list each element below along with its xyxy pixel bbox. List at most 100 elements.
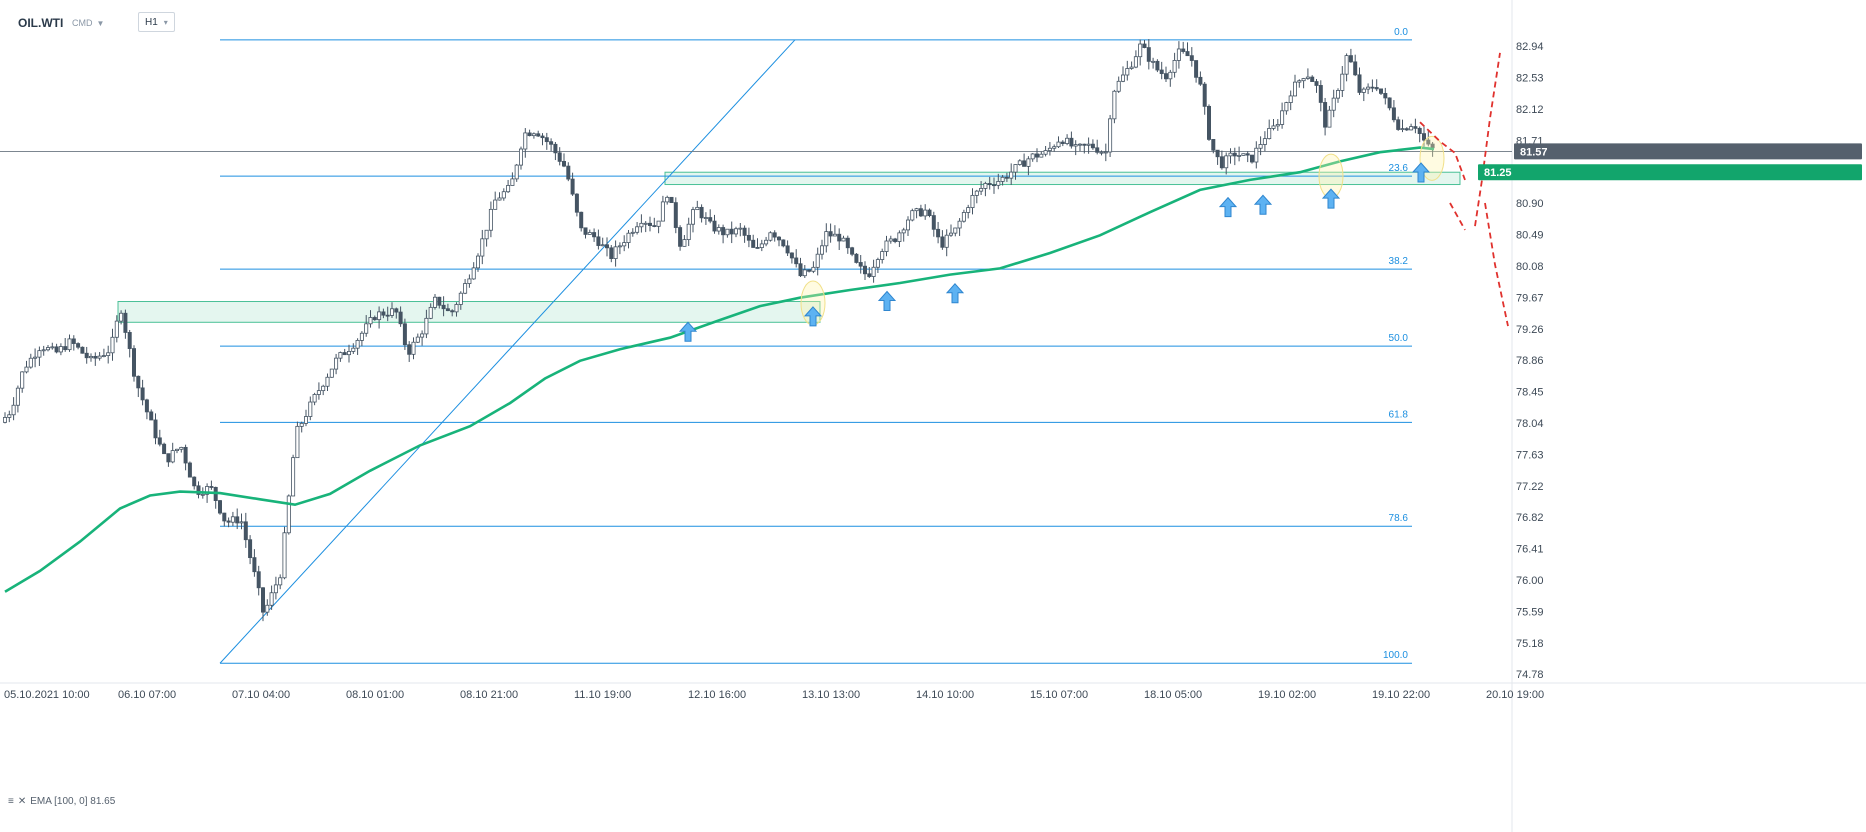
candle-body — [888, 238, 893, 242]
candle-body — [811, 266, 816, 272]
candle-body — [768, 232, 773, 241]
y-tick-label: 75.59 — [1516, 607, 1544, 619]
candle-body — [424, 317, 429, 335]
candle-body — [1374, 87, 1379, 90]
candle-body — [1215, 149, 1220, 158]
candle-body — [544, 137, 549, 143]
candle-body — [643, 222, 648, 225]
candle — [1086, 137, 1091, 154]
candle — [527, 129, 532, 137]
candle-body — [1391, 107, 1396, 121]
candle-body — [157, 437, 162, 445]
candle-body — [467, 278, 472, 284]
candle — [222, 512, 227, 527]
candle — [291, 454, 296, 497]
candle — [50, 342, 55, 350]
candle-body — [716, 227, 721, 232]
candle-body — [321, 385, 326, 392]
candle — [880, 248, 885, 264]
candle — [213, 486, 218, 509]
candle — [1069, 131, 1074, 149]
candle-body — [1353, 61, 1358, 76]
candle-body — [385, 314, 390, 317]
candle — [906, 216, 911, 236]
candle — [540, 133, 545, 146]
candle — [850, 246, 855, 257]
candle — [828, 223, 833, 243]
x-tick-label: 12.10 16:00 — [688, 689, 746, 701]
candle — [243, 512, 248, 548]
candle-body — [286, 495, 291, 534]
candle-body — [243, 521, 248, 541]
candle-body — [648, 222, 653, 226]
candle-body — [183, 446, 188, 464]
candle — [450, 309, 455, 317]
candle — [1288, 90, 1293, 111]
candle-body — [746, 234, 751, 241]
candle-body — [1288, 95, 1293, 103]
candle-body — [660, 201, 665, 222]
candle — [411, 337, 416, 360]
candle — [811, 261, 816, 274]
candle — [157, 429, 162, 447]
instrument-type-selector[interactable]: CMD ▼ — [72, 14, 104, 32]
candle-body — [364, 323, 369, 334]
candle-body — [174, 448, 179, 451]
candle-body — [1164, 73, 1169, 80]
up-arrow-icon — [803, 306, 823, 327]
candle-body — [880, 251, 885, 260]
candle — [1211, 139, 1216, 154]
candle — [174, 448, 179, 454]
candle — [613, 240, 618, 267]
candle — [402, 318, 407, 350]
candle-body — [918, 208, 923, 217]
up-arrow-icon — [945, 283, 965, 304]
candle-body — [1426, 139, 1431, 145]
candle-body — [131, 348, 136, 377]
candle-body — [858, 262, 863, 267]
candle — [583, 227, 588, 239]
candle-body — [557, 152, 562, 162]
y-tick-label: 76.82 — [1516, 512, 1544, 524]
candle-body — [1327, 109, 1332, 128]
candle — [867, 267, 872, 279]
candle-body — [398, 311, 403, 325]
candle-body — [437, 296, 442, 306]
candle — [1318, 80, 1323, 112]
candle — [1262, 131, 1267, 152]
bars-icon[interactable]: ≡ — [8, 796, 14, 807]
candle-body — [501, 191, 506, 199]
support-zone — [117, 301, 821, 323]
candle-body — [974, 190, 979, 196]
candle-body — [1069, 137, 1074, 147]
candle-body — [897, 232, 902, 242]
candle — [626, 230, 631, 249]
candle — [523, 128, 528, 158]
candle — [648, 216, 653, 232]
candle — [979, 181, 984, 195]
candle — [471, 262, 476, 280]
candle — [93, 352, 98, 366]
candle — [28, 353, 33, 369]
symbol-label[interactable]: OIL.WTI — [18, 14, 63, 32]
x-tick-label: 08.10 21:00 — [460, 689, 518, 701]
candle — [587, 229, 592, 235]
candle-body — [682, 239, 687, 247]
candle-body — [734, 228, 739, 235]
close-icon[interactable]: ✕ — [17, 796, 27, 807]
candle — [1129, 61, 1134, 70]
y-tick-label: 78.04 — [1516, 418, 1544, 430]
candle — [1108, 114, 1113, 157]
candle — [1409, 123, 1414, 131]
candle-body — [1250, 154, 1255, 163]
candle-body — [1413, 126, 1418, 129]
chevron-down-icon: ▼ — [96, 18, 105, 28]
candle — [497, 192, 502, 201]
candle — [97, 352, 102, 361]
candle-body — [1228, 152, 1233, 157]
candle-body — [458, 292, 463, 305]
candle-body — [217, 500, 222, 514]
candle-body — [931, 215, 936, 230]
timeframe-selector[interactable]: H1 ▾ — [138, 12, 175, 32]
